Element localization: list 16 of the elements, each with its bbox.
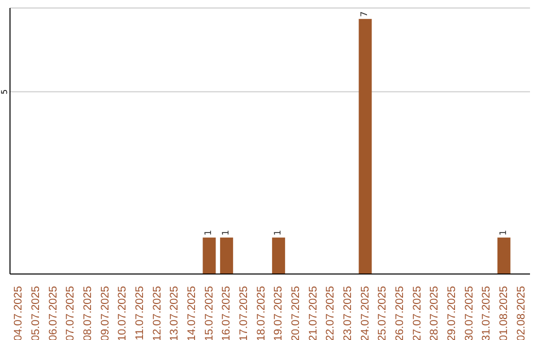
x-tick-label: 19.07.2025 [272, 286, 285, 340]
data-label: 1 [498, 230, 509, 236]
data-label: 1 [204, 230, 214, 236]
data-label: 1 [274, 230, 284, 236]
x-tick-label: 15.07.2025 [203, 286, 216, 340]
x-tick-label: 10.07.2025 [116, 286, 129, 340]
x-tick-label: 16.07.2025 [220, 286, 233, 340]
data-label: 7 [360, 11, 370, 17]
x-tick-label: 11.07.2025 [134, 286, 146, 340]
x-tick-label: 14.07.2025 [186, 286, 198, 340]
x-tick-label: 12.07.2025 [151, 286, 164, 340]
x-tick-label: 13.07.2025 [168, 286, 181, 340]
y-tick-label: 5 [0, 89, 9, 94]
x-tick-label: 17.07.2025 [238, 286, 250, 340]
x-tick-label: 18.07.2025 [255, 286, 268, 340]
data-label: 1 [222, 230, 232, 236]
